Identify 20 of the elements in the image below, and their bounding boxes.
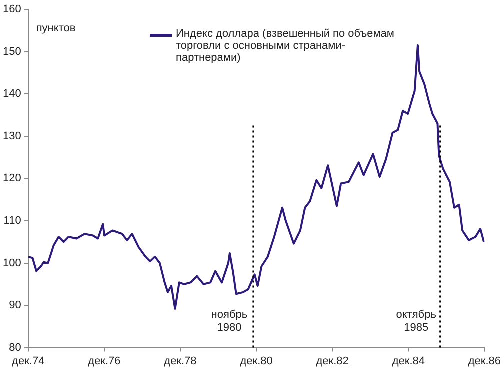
ref-line-label: ноябрь 1980 xyxy=(211,308,248,334)
y-tick-label: 90 xyxy=(9,300,22,312)
legend-label: Индекс доллара (взвешенный по объемам торговли с основными странами-партнерами) xyxy=(176,28,396,64)
y-tick-label: 140 xyxy=(2,88,22,100)
y-axis-title: пунктов xyxy=(36,22,76,35)
y-tick-label: 150 xyxy=(2,46,22,58)
x-tick-label: дек.80 xyxy=(240,355,273,368)
x-tick-label: дек.82 xyxy=(316,355,349,368)
y-tick-label: 120 xyxy=(2,172,22,185)
y-tick-label: 80 xyxy=(9,342,22,354)
x-tick-label: дек.76 xyxy=(88,355,121,368)
y-tick-label: 130 xyxy=(2,130,22,142)
y-tick-label: 160 xyxy=(2,4,22,16)
x-tick-label: дек.84 xyxy=(392,355,425,368)
x-tick-label: дек.86 xyxy=(468,355,501,368)
x-tick-label: дек.78 xyxy=(164,355,197,368)
y-tick-label: 110 xyxy=(4,215,22,228)
x-tick-label: дек.74 xyxy=(12,355,45,368)
y-tick-label: 100 xyxy=(2,257,22,270)
ref-line-label: октябрь 1985 xyxy=(396,308,437,334)
